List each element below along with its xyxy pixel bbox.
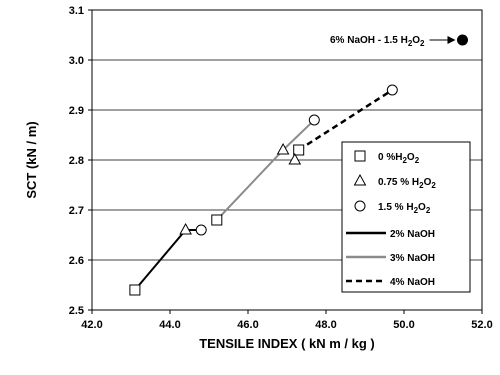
data-point-h0 [211,214,223,226]
x-tick-label: 46.0 [237,319,258,331]
x-tick-label: 52.0 [471,319,492,331]
x-tick-label: 42.0 [81,319,102,331]
data-point-h075 [179,222,192,235]
annotation-point [457,34,468,46]
data-point-h075 [288,152,302,165]
legend-symbol-h15 [354,200,366,212]
series-markers [129,84,398,296]
y-tick-label: 2.7 [69,205,84,217]
legend-label-naoh3: 3% NaOH [390,253,435,264]
annotation: 6% NaOH - 1.5 H2O2 [330,34,468,48]
x-tick-label: 48.0 [315,319,336,331]
y-tick-label: 2.5 [69,305,84,317]
data-point-h0 [293,144,305,156]
y-tick-label: 2.6 [69,255,84,267]
legend-symbol-h075 [353,173,367,186]
x-axis-title: TENSILE INDEX ( kN m / kg ) [199,336,375,351]
x-tick-label: 44.0 [159,319,180,331]
y-tick-label: 2.8 [69,155,84,167]
legend-label-h0: 0 %H2O2 [378,152,420,165]
y-tick-label: 2.9 [69,105,84,117]
data-point-h15 [308,114,320,126]
legend-label-h15: 1.5 % H2O2 [378,202,431,215]
legend-symbol-h0 [354,150,366,162]
x-tick-label: 50.0 [393,319,414,331]
y-tick-label: 3.0 [69,55,84,67]
y-axis-title: SCT (kN / m) [24,121,39,198]
data-point-h0 [129,284,141,296]
legend: 0 %H2O2 0.75 % H2O2 1.5 % H2O2 2% NaOH 3% Na… [341,141,471,293]
annotation-label: 6% NaOH - 1.5 H2O2 [330,35,425,48]
legend-box [341,141,471,293]
legend-label-naoh4: 4% NaOH [390,277,435,288]
series-line-naoh4 [298,88,393,152]
y-tick-label: 3.1 [69,5,84,17]
series-line-naoh3 [216,119,315,221]
data-point-h075 [276,142,290,155]
legend-label-h075: 0.75 % H2O2 [378,177,436,190]
data-point-h15 [195,224,207,236]
legend-label-naoh2: 2% NaOH [390,229,435,240]
data-point-h15 [386,84,398,96]
ticks: 2.5 2.6 2.7 2.8 2.9 3.0 3.1 42.0 44.0 46.0 48.0 50.… [69,5,493,331]
